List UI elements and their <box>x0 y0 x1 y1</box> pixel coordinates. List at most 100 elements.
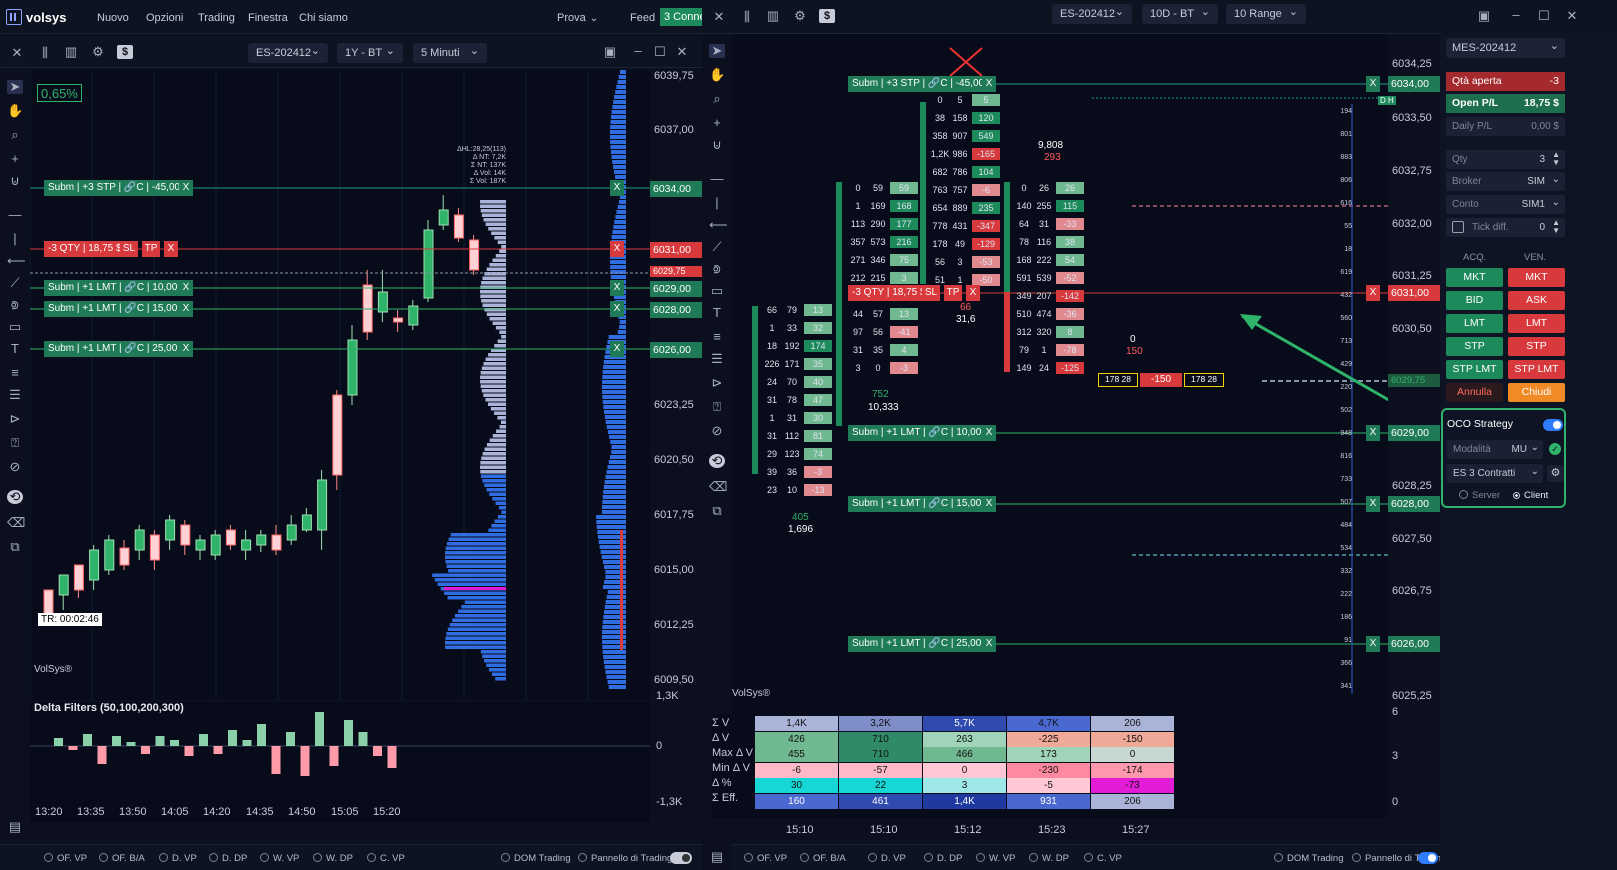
horizontal-line-icon[interactable]: — <box>8 207 22 222</box>
candles-icon[interactable]: ⫼ <box>42 45 48 60</box>
floating-order-left[interactable]: 178 28 <box>1098 373 1138 387</box>
close-icon[interactable]: ✕ <box>11 45 23 60</box>
window-minimize-icon[interactable]: – <box>1512 7 1520 22</box>
delta-filters-panel[interactable]: Delta Filters (50,100,200,300) 13:20 13:… <box>30 702 650 822</box>
right-stp-order-label[interactable]: Subm | +3 STP | 🔗C | -45,00 $ <box>848 76 997 92</box>
right-timeframe-dropdown[interactable]: 10 Range <box>1226 2 1306 24</box>
right-zoom-icon[interactable]: ⌕ <box>713 91 721 106</box>
sell-lmt-button[interactable]: LMT <box>1508 314 1565 333</box>
vertical-line-icon[interactable]: | <box>13 231 17 246</box>
server-radio[interactable]: Server <box>1459 490 1500 501</box>
sell-stp-lmt-button[interactable]: STP LMT <box>1508 360 1565 379</box>
menu-finestra[interactable]: Finestra <box>248 12 288 24</box>
tick-diff-checkbox[interactable] <box>1452 221 1464 233</box>
right-volume-tool-icon[interactable]: ⊘ <box>711 423 723 438</box>
menu-opzioni[interactable]: Opzioni <box>146 12 184 24</box>
right-lmt1-cancel-button[interactable]: X <box>982 425 996 441</box>
hand-icon[interactable]: ✋ <box>7 103 24 118</box>
buy-stp-lmt-button[interactable]: STP LMT <box>1446 360 1503 379</box>
right-sl-button[interactable]: SL <box>922 285 940 301</box>
broker-dropdown[interactable]: Broker SIM ⌄ <box>1446 172 1565 191</box>
left-dom-trading-radio[interactable]: DOM Trading <box>501 853 571 864</box>
fib-icon[interactable]: ≡ <box>11 365 19 380</box>
right-vertical-line-icon[interactable]: | <box>715 195 719 210</box>
left-lmt2-cancel-button[interactable]: X <box>179 301 193 317</box>
right-radio-w-dp[interactable]: W. DP <box>1029 853 1069 864</box>
sell-ask-button[interactable]: ASK <box>1508 291 1565 310</box>
panel-maximize-icon[interactable]: ▣ <box>1477 8 1491 23</box>
right-radio-of-vp[interactable]: OF. VP <box>744 853 787 864</box>
right-pointer-icon[interactable]: ➤ <box>709 44 725 58</box>
right-ruler-icon[interactable]: ⟄ <box>713 261 721 276</box>
right-ray-icon[interactable]: ⟵ <box>709 217 728 232</box>
right-lmt3-cancel-button[interactable]: X <box>982 636 996 652</box>
right-lmt1-x-right[interactable]: X <box>1366 425 1380 441</box>
right-rectangle-icon[interactable]: ▭ <box>710 283 724 298</box>
window-close-icon[interactable]: ✕ <box>1566 8 1578 23</box>
right-panel-trading-toggle[interactable] <box>1418 852 1438 864</box>
right-dom-trading-radio[interactable]: DOM Trading <box>1274 853 1344 864</box>
left-lmt1-x-right[interactable]: X <box>610 280 624 296</box>
left-panel-trading-toggle[interactable] <box>670 852 692 864</box>
left-radio-w-dp[interactable]: W. DP <box>313 853 353 864</box>
right-position-label[interactable]: -3 QTY | 18,75 $ <box>848 285 930 301</box>
restore-icon[interactable]: ☐ <box>654 44 666 59</box>
left-position-label[interactable]: -3 QTY | 18,75 $ <box>44 241 126 257</box>
right-lmt2-cancel-button[interactable]: X <box>982 496 996 512</box>
instrument-dropdown[interactable]: MES-202412 ⌄ <box>1446 38 1565 58</box>
left-radio-c-vp[interactable]: C. VP <box>367 853 405 864</box>
right-text-icon[interactable]: T <box>713 305 721 320</box>
left-price-chart[interactable]: 0,65% ΔHL:28,25(113) Δ NT: 7,2K Σ NT: 13… <box>30 70 650 700</box>
buy-bid-button[interactable]: BID <box>1446 291 1503 310</box>
dollar-icon[interactable]: $ <box>117 45 133 59</box>
left-sl-button[interactable]: SL <box>120 241 138 257</box>
buy-stp-button[interactable]: STP <box>1446 337 1503 356</box>
left-lmt2-order-label[interactable]: Subm | +1 LMT | 🔗C | 15,00 $ <box>44 301 190 317</box>
sync-icon[interactable]: ⟲ <box>7 490 23 504</box>
right-sync-icon[interactable]: ⟲ <box>709 454 725 468</box>
right-bar-chart-icon[interactable]: ▥ <box>766 8 780 23</box>
annulla-button[interactable]: Annulla <box>1446 383 1503 402</box>
right-lmt3-order-label[interactable]: Subm | +1 LMT | 🔗C | 25,00 $ <box>848 636 994 652</box>
right-dom-icon[interactable]: ▤ <box>710 849 724 864</box>
ruler-icon[interactable]: ⟄ <box>11 297 19 312</box>
minimize-icon[interactable]: – <box>634 43 642 58</box>
buy-lmt-button[interactable]: LMT <box>1446 314 1503 333</box>
oco-settings-icon[interactable]: ⚙ <box>1547 465 1564 482</box>
right-close-icon[interactable]: ✕ <box>713 9 725 24</box>
right-period-dropdown[interactable]: 10D - BT <box>1142 2 1218 24</box>
left-tp-button[interactable]: TP <box>142 241 160 257</box>
sell-stp-button[interactable]: STP <box>1508 337 1565 356</box>
right-lmt1-order-label[interactable]: Subm | +1 LMT | 🔗C | 10,00 $ <box>848 425 994 441</box>
qty-spinner-icon[interactable]: ▲ ▼ <box>1552 150 1560 167</box>
right-stp-x-right[interactable]: X <box>1366 76 1380 92</box>
modalita-dropdown[interactable]: Modalità MU ⌄ <box>1447 440 1543 459</box>
chiudi-button[interactable]: Chiudi <box>1508 383 1565 402</box>
right-symbol-dropdown[interactable]: ES-202412 <box>1052 2 1132 24</box>
magnet-icon[interactable]: ⊍ <box>10 173 20 188</box>
measure-icon[interactable]: ⊳ <box>9 411 21 426</box>
right-channel-icon[interactable]: ☰ <box>711 351 723 366</box>
volume-tool-icon[interactable]: ⊘ <box>9 459 21 474</box>
dom-icon[interactable]: ▤ <box>8 819 22 834</box>
menu-chi-siamo[interactable]: Chi siamo <box>299 12 348 24</box>
floating-order-right[interactable]: 178 28 <box>1184 373 1224 387</box>
window-restore-icon[interactable]: ☐ <box>1538 8 1550 23</box>
left-lmt3-order-label[interactable]: Subm | +1 LMT | 🔗C | 25,00 $ <box>44 341 190 357</box>
right-stp-cancel-button[interactable]: X <box>982 76 996 92</box>
menu-nuovo[interactable]: Nuovo <box>97 12 129 24</box>
left-stp-cancel-button[interactable]: X <box>179 180 193 196</box>
right-magnet-icon[interactable]: ⊍ <box>712 137 722 152</box>
right-radio-of-ba[interactable]: OF. B/A <box>800 853 846 864</box>
right-eraser-icon[interactable]: ⌫ <box>709 479 728 494</box>
left-radio-d-dp[interactable]: D. DP <box>209 853 247 864</box>
buy-mkt-button[interactable]: MKT <box>1446 268 1503 287</box>
right-lmt2-x-right[interactable]: X <box>1366 496 1380 512</box>
left-symbol-dropdown[interactable]: ES-202412 <box>248 41 328 63</box>
left-lmt2-x-right[interactable]: X <box>610 301 624 317</box>
ray-icon[interactable]: ⟵ <box>7 253 26 268</box>
alert-icon[interactable]: ⍰ <box>11 435 19 450</box>
right-settings-icon[interactable]: ⚙ <box>794 8 806 23</box>
settings-icon[interactable]: ⚙ <box>92 44 104 59</box>
right-radio-w-vp[interactable]: W. VP <box>976 853 1015 864</box>
